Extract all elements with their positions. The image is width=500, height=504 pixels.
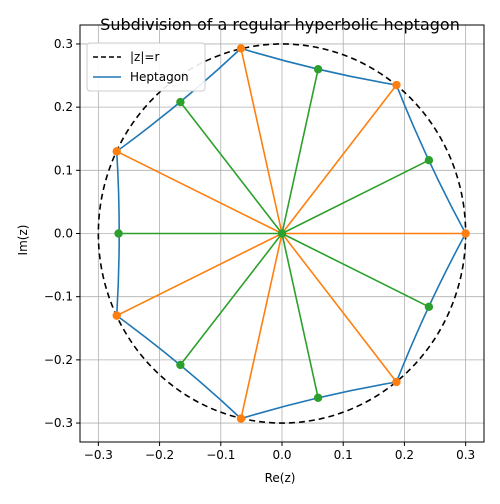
midpoint-spoke-4 [179,233,283,366]
x-tick-label-5: 0.2 [395,448,414,462]
midpoint-spoke-0 [281,159,430,235]
x-tick-label-4: 0.1 [334,448,353,462]
data-layer [97,43,470,424]
y-tick-label-0: −0.3 [44,416,73,430]
vertex-marker-5 [236,414,246,423]
vertex-spoke-4 [116,232,283,317]
y-axis-label: Im(z) [16,225,30,256]
vertex-spoke-6 [281,233,398,383]
legend: |z|=r Heptagon [86,42,206,92]
y-tick-label-1: −0.2 [44,353,73,367]
midpoint-spoke-6 [281,232,430,308]
vertex-marker-1 [392,80,401,90]
x-tick-label-0: −0.3 [84,448,113,462]
vertex-spoke-3 [116,150,283,235]
midpoint-spoke-5 [281,233,319,398]
y-tick-label-3: 0.0 [54,227,73,241]
y-tick-label-6: 0.3 [54,37,73,51]
x-tick-label-6: 0.3 [456,448,475,462]
x-axis-label: Re(z) [265,471,296,485]
y-tick-label-2: −0.1 [44,290,73,304]
midpoint-marker-1 [313,65,323,74]
midpoint-marker-0 [424,156,434,165]
midpoint-marker-2 [176,97,185,107]
vertex-spoke-2 [240,48,283,234]
midpoint-marker-4 [176,360,185,370]
midpoint-spoke-1 [281,69,319,234]
legend-box [86,42,206,92]
y-tick-label-4: 0.1 [54,163,73,177]
midpoint-marker-6 [424,302,434,311]
y-tick-label-5: 0.2 [54,100,73,114]
vertex-marker-2 [236,44,246,53]
vertex-spoke-1 [281,84,398,234]
midpoint-marker-5 [313,393,323,402]
vertex-spoke-5 [240,233,283,419]
legend-heptagon-label: Heptagon [130,70,189,84]
x-tick-label-3: 0.0 [272,448,291,462]
vertex-marker-6 [392,377,401,387]
legend-circle-label: |z|=r [130,50,159,64]
tick-layer: −0.3 −0.2 −0.1 0.0 0.1 0.2 0.3 −0.3 −0.2 −0.1 0.0 0… [44,37,475,462]
x-tick-label-2: −0.1 [206,448,235,462]
midpoint-spoke-2 [179,101,283,234]
vertex-marker-3 [112,147,121,156]
vertex-marker-0 [461,229,470,238]
center-marker [277,229,287,238]
x-tick-label-1: −0.2 [145,448,174,462]
vertex-marker-4 [112,311,121,320]
midpoint-marker-3 [114,229,123,238]
